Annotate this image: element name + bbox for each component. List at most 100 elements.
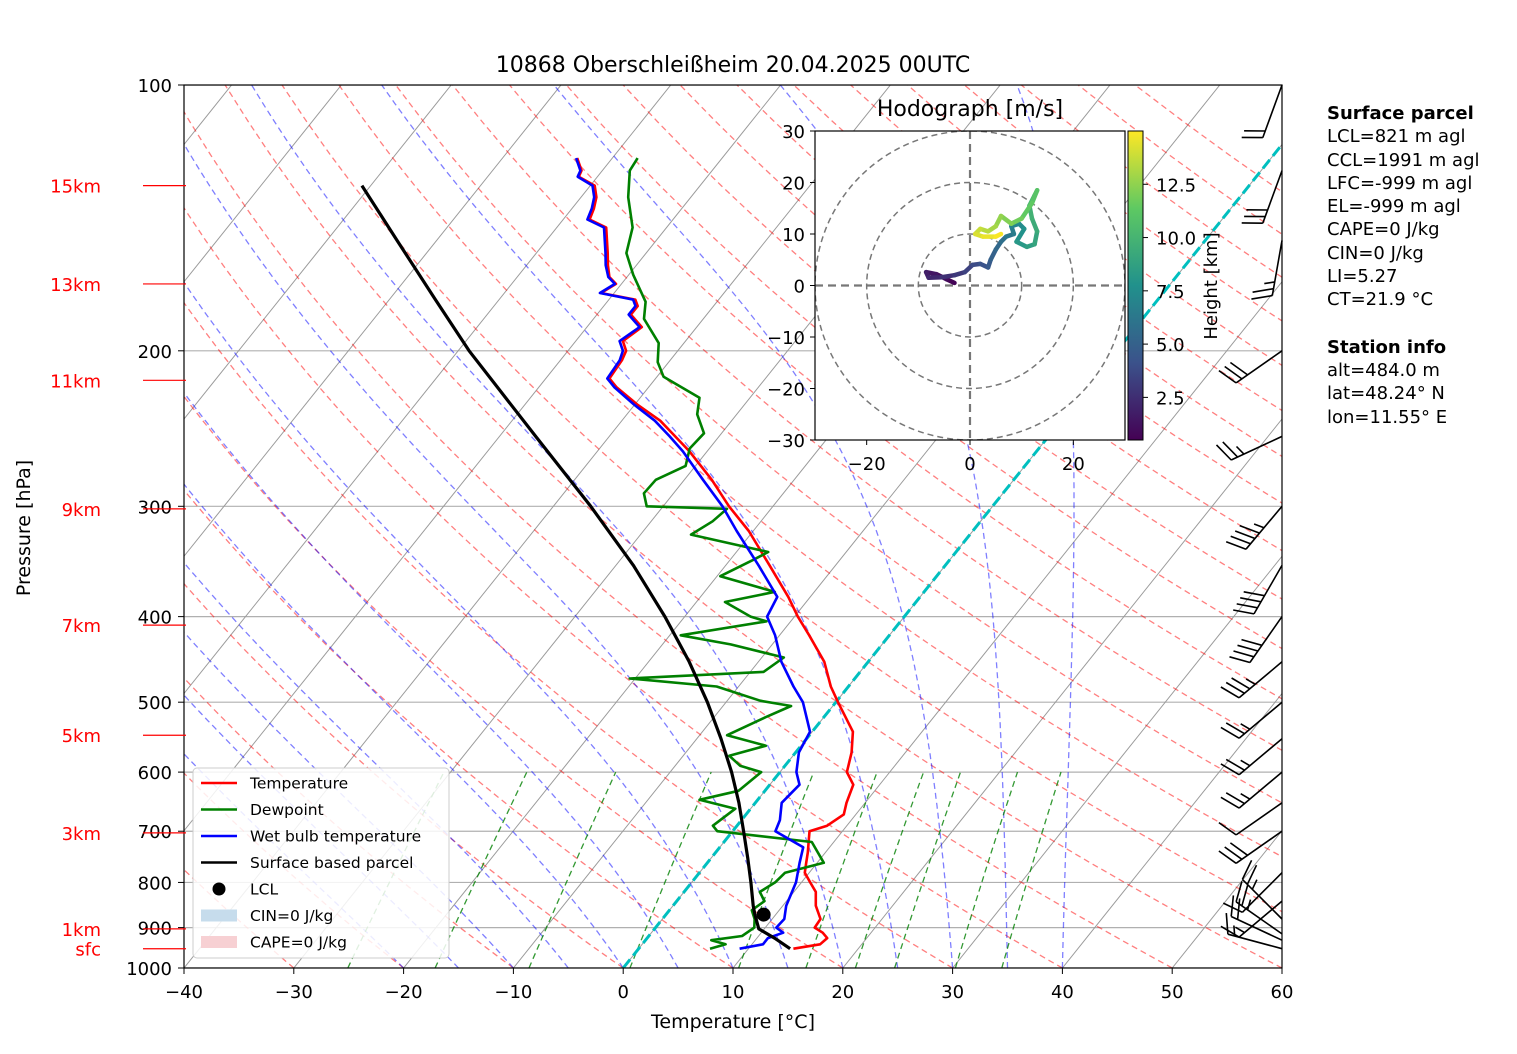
freezing-isotherm bbox=[622, 142, 1282, 968]
hodograph-segment bbox=[1019, 200, 1035, 221]
hodograph-segment bbox=[1014, 226, 1027, 244]
y-tick-label: 1000 bbox=[126, 959, 172, 980]
hodograph-segment bbox=[1029, 187, 1040, 206]
legend: Temperature Dewpoint Wet bulb temperature S… bbox=[192, 767, 450, 959]
mixing-ratio-line bbox=[893, 771, 962, 968]
station-lat: lat=48.24° N bbox=[1327, 383, 1445, 405]
hodograph-plot bbox=[815, 131, 1125, 440]
hodograph-ring bbox=[917, 233, 1023, 338]
wind-barb bbox=[1218, 830, 1283, 864]
wind-barb bbox=[1222, 872, 1283, 914]
isotherm bbox=[952, 555, 1282, 968]
mixing-ratio-line bbox=[1001, 771, 1062, 968]
height-label: 9km bbox=[62, 500, 101, 521]
height-label: sfc bbox=[75, 940, 101, 961]
wind-barb bbox=[1230, 895, 1283, 941]
isotherm bbox=[184, 85, 562, 558]
hodograph-x-tick-label: 0 bbox=[964, 454, 975, 475]
wind-barb bbox=[1220, 738, 1283, 776]
parcel-el: EL=-999 m agl bbox=[1327, 196, 1461, 218]
dry-adiabat bbox=[338, 85, 1282, 858]
wind-barb bbox=[1220, 771, 1283, 809]
isotherm bbox=[1062, 692, 1282, 968]
colorbar bbox=[1127, 130, 1144, 441]
mixing-ratio-line bbox=[528, 771, 617, 968]
legend-swatch bbox=[201, 909, 237, 922]
colorbar-tick-label: 10.0 bbox=[1156, 229, 1196, 250]
colorbar-tick-label: 7.5 bbox=[1156, 282, 1185, 303]
station-alt: alt=484.0 m bbox=[1327, 359, 1440, 381]
y-tick-label: 300 bbox=[138, 497, 172, 518]
parcel-ccl: CCL=1991 m agl bbox=[1327, 149, 1480, 171]
colorbar-tick-label: 5.0 bbox=[1156, 335, 1185, 356]
parcel-lfc: LFC=-999 m agl bbox=[1327, 172, 1473, 194]
legend-label: Surface based parcel bbox=[250, 854, 413, 872]
chart-title: 10868 Oberschleißheim 20.04.2025 00UTC bbox=[496, 53, 971, 78]
x-tick-label: 10 bbox=[722, 982, 745, 1003]
mixing-ratio-line bbox=[954, 771, 1019, 968]
wind-barb bbox=[1218, 350, 1283, 384]
lcl-marker bbox=[756, 907, 771, 922]
isotherm bbox=[184, 85, 342, 283]
isotherm bbox=[732, 280, 1282, 968]
parcel-line bbox=[360, 184, 791, 951]
x-axis-label: Temperature [°C] bbox=[650, 1011, 815, 1033]
hodograph: −30 −20 −10 0 10 20 30 −20 0 20 Hodograph [m/s] 2.5… bbox=[767, 97, 1222, 475]
x-tick-label: 20 bbox=[831, 982, 854, 1003]
wind-barb bbox=[1251, 240, 1283, 300]
isotherm bbox=[184, 85, 781, 832]
temperature-line bbox=[575, 157, 855, 950]
y-axis-label: Pressure [hPa] bbox=[13, 460, 35, 596]
isotherm bbox=[184, 85, 452, 420]
hodograph-segment bbox=[993, 231, 1004, 239]
legend-label: CIN=0 J/kg bbox=[250, 907, 333, 925]
surface-parcel-header: Surface parcel bbox=[1327, 103, 1474, 124]
wind-barb bbox=[1220, 701, 1283, 739]
dry-adiabat bbox=[184, 110, 1173, 968]
height-label: 15km bbox=[50, 177, 101, 198]
wind-barb bbox=[1241, 84, 1283, 139]
hodograph-y-tick-label: −30 bbox=[767, 431, 805, 452]
dry-adiabat bbox=[452, 85, 1282, 752]
height-label: 11km bbox=[50, 371, 101, 392]
wind-barb bbox=[1220, 900, 1283, 938]
dry-adiabat bbox=[793, 85, 1282, 458]
moist-adiabat bbox=[553, 85, 954, 968]
height-label: 13km bbox=[50, 275, 101, 296]
wind-barb bbox=[1220, 661, 1283, 699]
parcel-cape: CAPE=0 J/kg bbox=[1327, 219, 1440, 241]
height-label: 5km bbox=[62, 726, 101, 747]
moist-adiabat bbox=[184, 391, 679, 968]
info-panel: Surface parcel LCL=821 m agl CCL=1991 m … bbox=[1327, 102, 1480, 429]
moist-adiabat bbox=[184, 281, 734, 968]
mixing-ratio-line bbox=[629, 771, 712, 968]
parcel-ct: CT=21.9 °C bbox=[1327, 289, 1434, 311]
wind-barb bbox=[1225, 505, 1283, 550]
legend-swatch bbox=[201, 936, 237, 948]
x-tick-label: 40 bbox=[1051, 982, 1074, 1003]
mixing-ratio-line bbox=[434, 771, 528, 968]
dry-adiabat bbox=[184, 301, 953, 968]
moist-adiabat bbox=[184, 142, 789, 968]
wet-bulb-line bbox=[574, 157, 812, 950]
height-label: 7km bbox=[62, 616, 101, 637]
legend-label: Temperature bbox=[249, 775, 348, 793]
x-tick-label: 0 bbox=[617, 982, 628, 1003]
profile-lines bbox=[360, 142, 1282, 968]
wind-barb bbox=[1229, 616, 1283, 664]
hodograph-x-tick-label: −20 bbox=[848, 454, 886, 475]
y-tick-label: 200 bbox=[138, 342, 172, 363]
x-tick-label: 30 bbox=[941, 982, 964, 1003]
mixing-ratio-line bbox=[737, 771, 815, 968]
wind-barb bbox=[1218, 802, 1283, 836]
mixing-ratio-line bbox=[805, 771, 878, 968]
wind-barb bbox=[1235, 881, 1283, 935]
legend-label: LCL bbox=[250, 881, 278, 899]
legend-box bbox=[192, 767, 450, 959]
hodograph-y-tick-label: −10 bbox=[767, 328, 805, 349]
y-tick-label: 400 bbox=[138, 608, 172, 629]
station-lon: lon=11.55° E bbox=[1327, 406, 1448, 428]
x-tick-label: −10 bbox=[494, 982, 532, 1003]
y-tick-label: 100 bbox=[138, 76, 172, 97]
